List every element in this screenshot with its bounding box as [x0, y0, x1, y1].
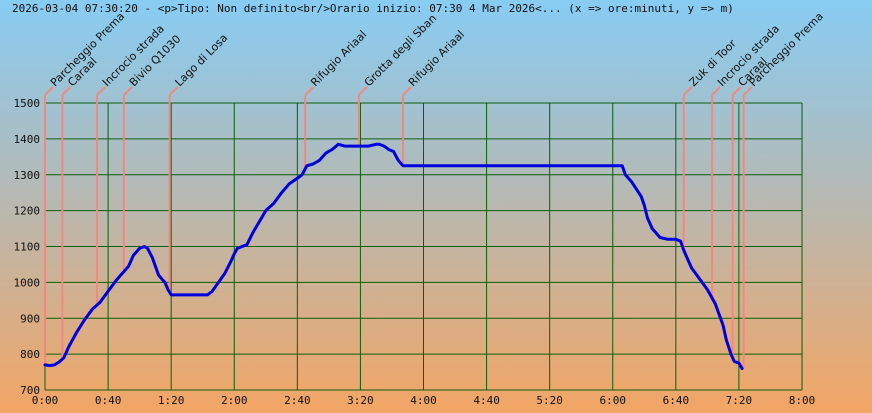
y-axis-ticks: 700 800 900 1000 1100 1200 1300 1400 1500: [14, 97, 41, 397]
x-tick-label: 6:00: [600, 394, 627, 407]
waypoint-marker-tick: [358, 86, 368, 96]
waypoint-marker-tick: [44, 86, 54, 96]
x-tick-label: 5:20: [536, 394, 563, 407]
x-axis-ticks: 0:00 0:40 1:20 2:00 2:40 3:20 4:00 4:40 5:20 6:00…: [32, 394, 816, 407]
y-tick-label: 1100: [14, 241, 41, 254]
x-tick-label: 2:00: [221, 394, 248, 407]
x-tick-label: 7:20: [726, 394, 753, 407]
y-tick-label: 800: [20, 348, 40, 361]
x-tick-label: 3:20: [347, 394, 374, 407]
x-tick-label: 0:00: [32, 394, 59, 407]
x-tick-label: 4:00: [410, 394, 437, 407]
waypoint-marker-tick: [304, 86, 314, 96]
elevation-line: [43, 142, 744, 370]
waypoint-label: Grotta degli Sban: [362, 12, 439, 89]
x-tick-label: 8:00: [789, 394, 816, 407]
waypoint-markers: [44, 86, 753, 369]
elevation-series: [43, 142, 744, 370]
y-tick-label: 1200: [14, 205, 41, 218]
y-tick-label: 900: [20, 312, 40, 325]
y-tick-label: 1400: [14, 133, 41, 146]
grid: [44, 102, 803, 391]
y-tick-label: 1000: [14, 276, 41, 289]
x-tick-label: 1:20: [158, 394, 185, 407]
waypoint-marker-tick: [731, 86, 742, 96]
y-tick-label: 700: [20, 384, 40, 397]
x-tick-label: 2:40: [284, 394, 311, 407]
waypoint-marker-tick: [61, 86, 72, 96]
x-tick-label: 0:40: [95, 394, 122, 407]
y-tick-label: 1300: [14, 169, 41, 182]
waypoint-marker-tick: [96, 86, 106, 96]
waypoint-marker-tick: [123, 86, 133, 96]
x-tick-label: 6:40: [663, 394, 690, 407]
chart-header-title: 2026-03-04 07:30:20 - <p>Tipo: Non defin…: [12, 2, 734, 15]
waypoint-label: Rifugio Ariaal: [308, 28, 369, 89]
waypoint-marker-tick: [711, 86, 721, 96]
waypoint-marker-tick: [168, 86, 179, 96]
y-tick-label: 1500: [14, 97, 41, 110]
waypoint-marker-tick: [742, 86, 753, 96]
waypoint-marker-tick: [683, 86, 693, 96]
waypoint-marker-tick: [402, 86, 412, 96]
x-tick-label: 4:40: [473, 394, 500, 407]
